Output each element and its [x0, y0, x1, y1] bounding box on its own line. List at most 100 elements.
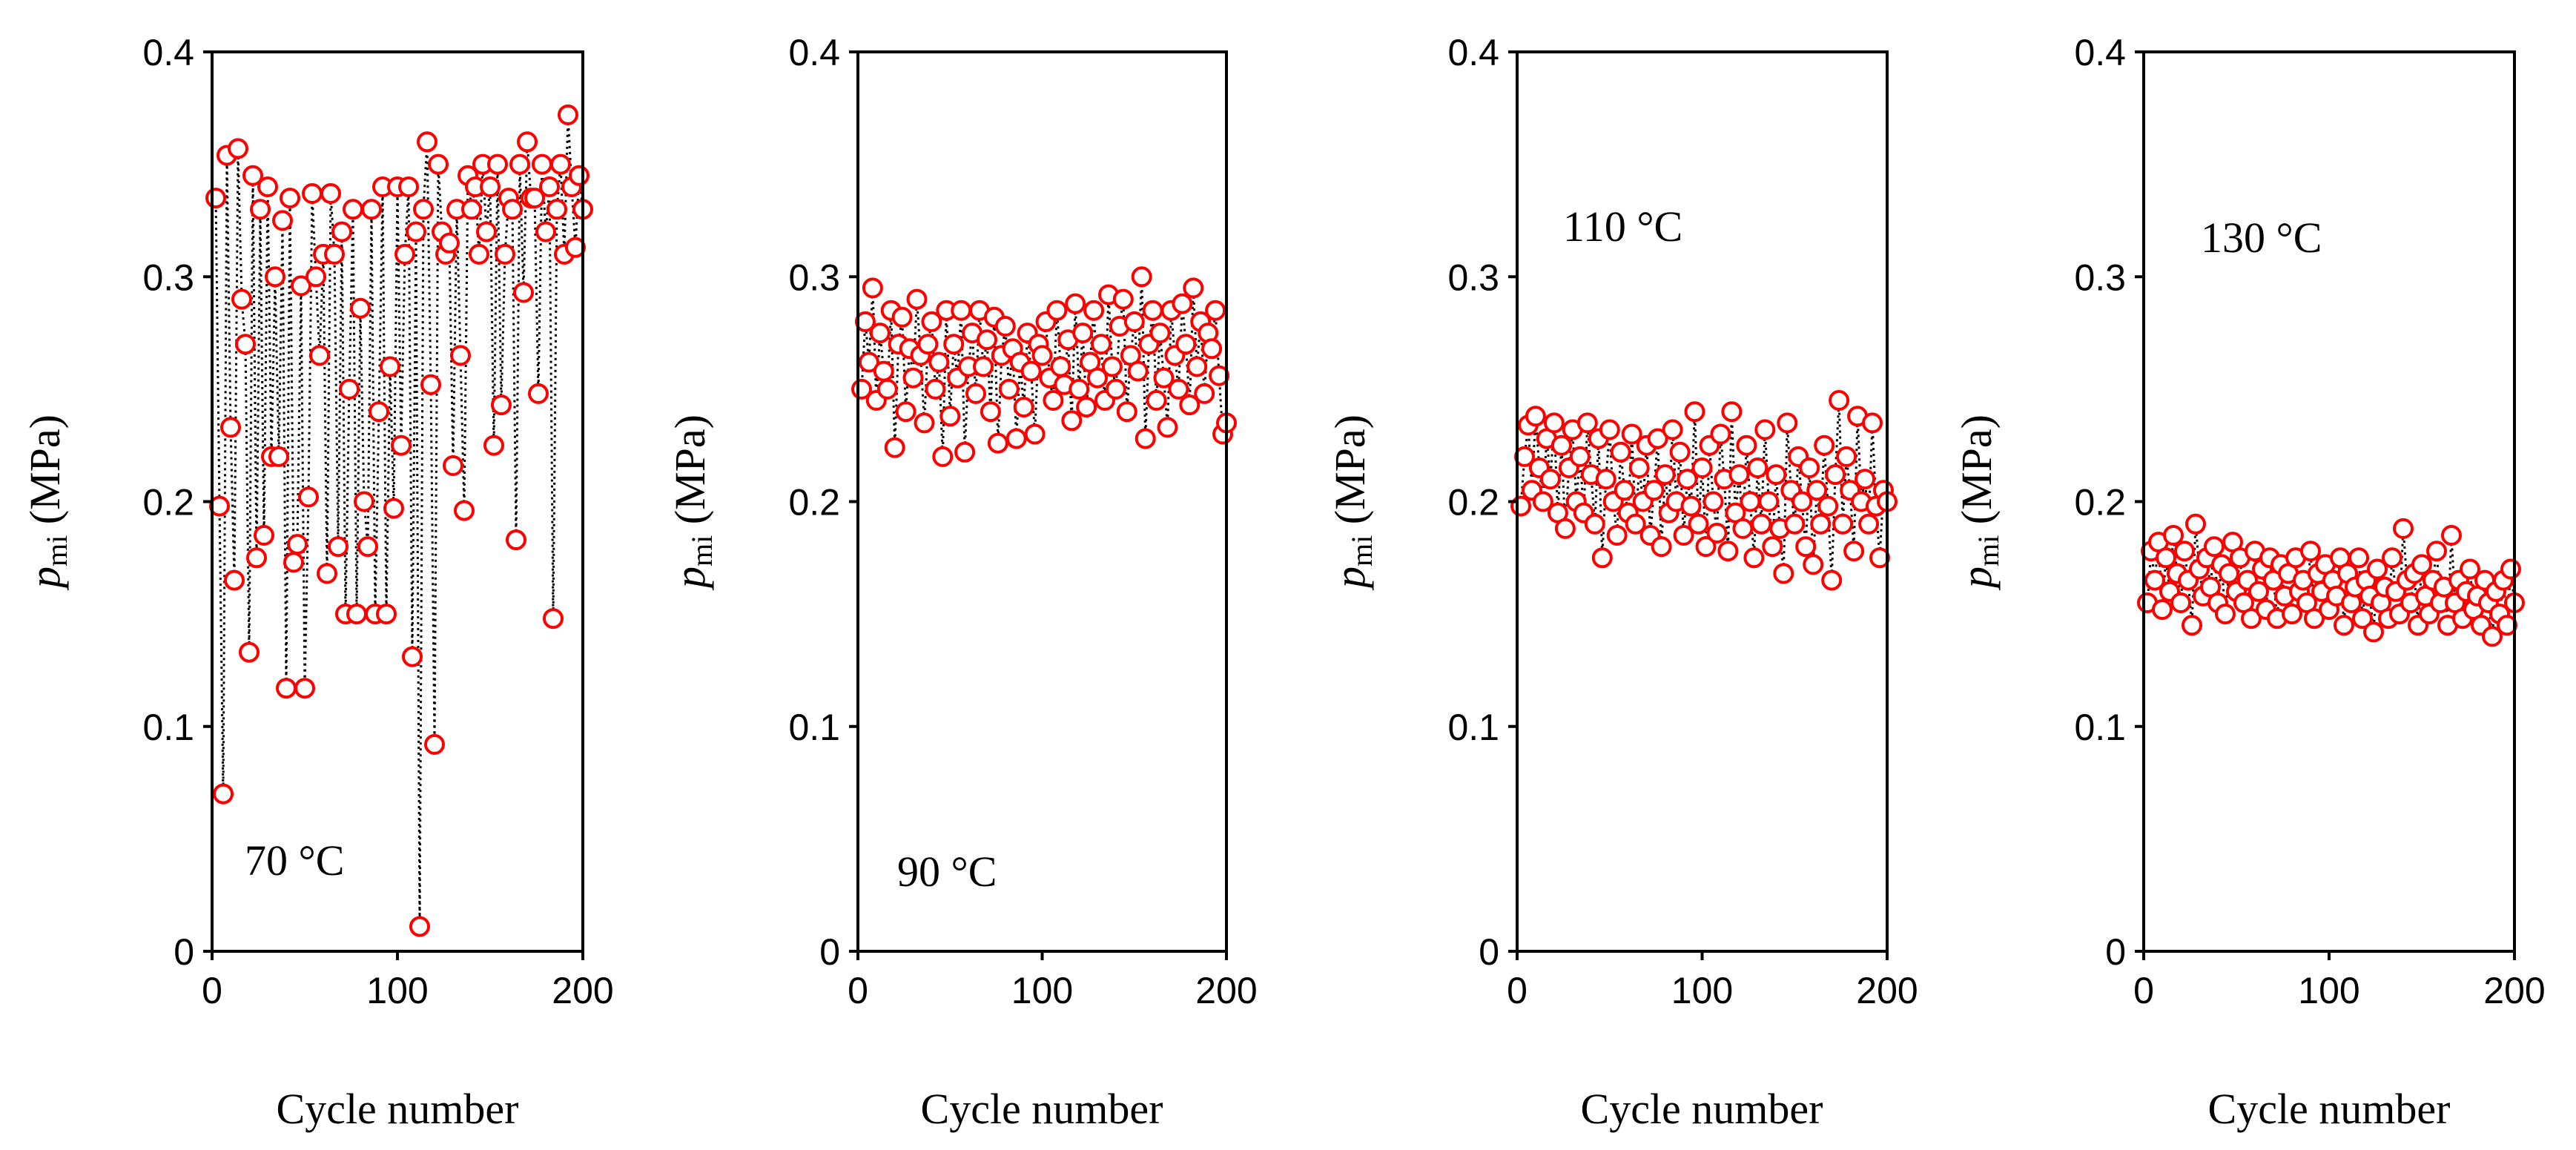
y-axis-title-subscript: mi [1972, 535, 2005, 566]
data-point [1777, 412, 1798, 434]
panel-90c: 00.10.20.30.40 100 200 90 °C Cycle number … [666, 32, 1258, 1133]
y-axis-title-unit: (MPa) [21, 414, 69, 535]
data-point [1105, 378, 1126, 400]
data-point [1175, 334, 1197, 355]
data-point [2248, 581, 2269, 602]
data-point [1614, 480, 1635, 501]
data-point [1201, 338, 1223, 360]
data-point [891, 306, 913, 328]
data-point [354, 491, 374, 512]
data-point [298, 486, 319, 508]
data-point [1031, 345, 1053, 366]
data-point [2367, 558, 2388, 580]
data-point [294, 678, 315, 699]
y-tick-label: 0.3 [788, 257, 840, 298]
data-point [272, 210, 293, 231]
series-line [214, 114, 584, 927]
data-point [1691, 457, 1713, 478]
data-point [502, 199, 523, 220]
y-tick-label: 0 [819, 931, 840, 973]
data-point [1168, 378, 1189, 400]
y-tick-label: 0.2 [2074, 482, 2126, 523]
data-point [1855, 469, 1876, 490]
data-point [902, 367, 924, 389]
data-point [1024, 423, 1046, 445]
data-point [1643, 480, 1665, 501]
y-tick-label: 0.1 [2074, 707, 2126, 748]
data-point [1083, 300, 1105, 321]
axis-ticks: 0 0.1 0.2 0.3 0.4 0 100 200 [142, 32, 613, 1011]
y-axis-title: pmi (MPa) [666, 414, 719, 591]
data-point [1013, 397, 1034, 418]
data-point [480, 176, 501, 197]
data-point [1153, 367, 1175, 389]
data-point [239, 641, 260, 663]
data-point [1814, 434, 1835, 456]
y-axis-title-subscript: mi [685, 535, 719, 566]
series-70c [205, 104, 593, 937]
data-point [876, 378, 898, 400]
data-point [461, 199, 482, 220]
data-point [1858, 513, 1880, 535]
data-point [1710, 423, 1731, 445]
data-point [1762, 536, 1783, 558]
data-point [369, 401, 389, 423]
y-tick-label: 0.4 [788, 32, 840, 73]
y-axis-title-symbol: p [21, 566, 69, 591]
data-point [1673, 525, 1694, 546]
data-point [1669, 441, 1691, 463]
y-tick-label: 0.2 [1447, 482, 1499, 523]
data-point [1717, 541, 1739, 562]
data-point [2241, 608, 2262, 629]
data-point [443, 455, 463, 476]
data-point [417, 131, 437, 153]
data-point [2500, 558, 2521, 580]
data-point [205, 188, 226, 209]
data-point [2352, 608, 2373, 629]
data-point [2163, 525, 2184, 546]
y-axis-title-subscript: mi [1345, 535, 1378, 566]
data-point [869, 323, 891, 344]
data-point [2185, 513, 2206, 535]
data-point [1728, 464, 1750, 486]
data-point [346, 604, 367, 625]
plot-frame [2142, 50, 2516, 953]
data-point [914, 412, 935, 434]
data-point [2348, 547, 2369, 569]
data-point [331, 221, 352, 242]
data-point [1149, 323, 1171, 344]
data-point [476, 221, 497, 242]
x-tick-label: 200 [552, 970, 613, 1011]
data-point [1127, 360, 1149, 382]
data-point [276, 678, 297, 699]
x-tick-label: 0 [1507, 970, 1528, 1011]
data-point [2382, 547, 2402, 569]
axis-ticks: 0 0.1 0.2 0.3 0.4 0 100 200 [1447, 32, 1918, 1011]
data-point [2363, 621, 2384, 643]
data-point [994, 316, 1016, 337]
data-point [2426, 541, 2447, 562]
data-point [546, 199, 567, 220]
data-point [1205, 300, 1226, 321]
data-point [228, 138, 248, 159]
x-axis-title: Cycle number [277, 1085, 519, 1133]
data-point [1209, 365, 1230, 386]
data-point [320, 183, 341, 204]
data-point [906, 288, 928, 310]
data-point [2441, 525, 2462, 546]
data-point [1732, 518, 1754, 539]
data-point [1795, 536, 1817, 558]
data-point [1680, 495, 1702, 517]
data-point [2304, 608, 2325, 629]
x-tick-label: 200 [2483, 970, 2545, 1011]
data-point [2282, 604, 2302, 625]
data-point [2411, 554, 2432, 575]
data-point [324, 243, 345, 265]
panel-annotation: 90 °C [897, 847, 997, 896]
data-point [1743, 547, 1765, 569]
data-point [380, 356, 400, 377]
y-tick-label: 0.4 [1447, 32, 1499, 73]
y-axis-title: pmi (MPa) [1326, 414, 1378, 591]
data-point [854, 311, 876, 332]
